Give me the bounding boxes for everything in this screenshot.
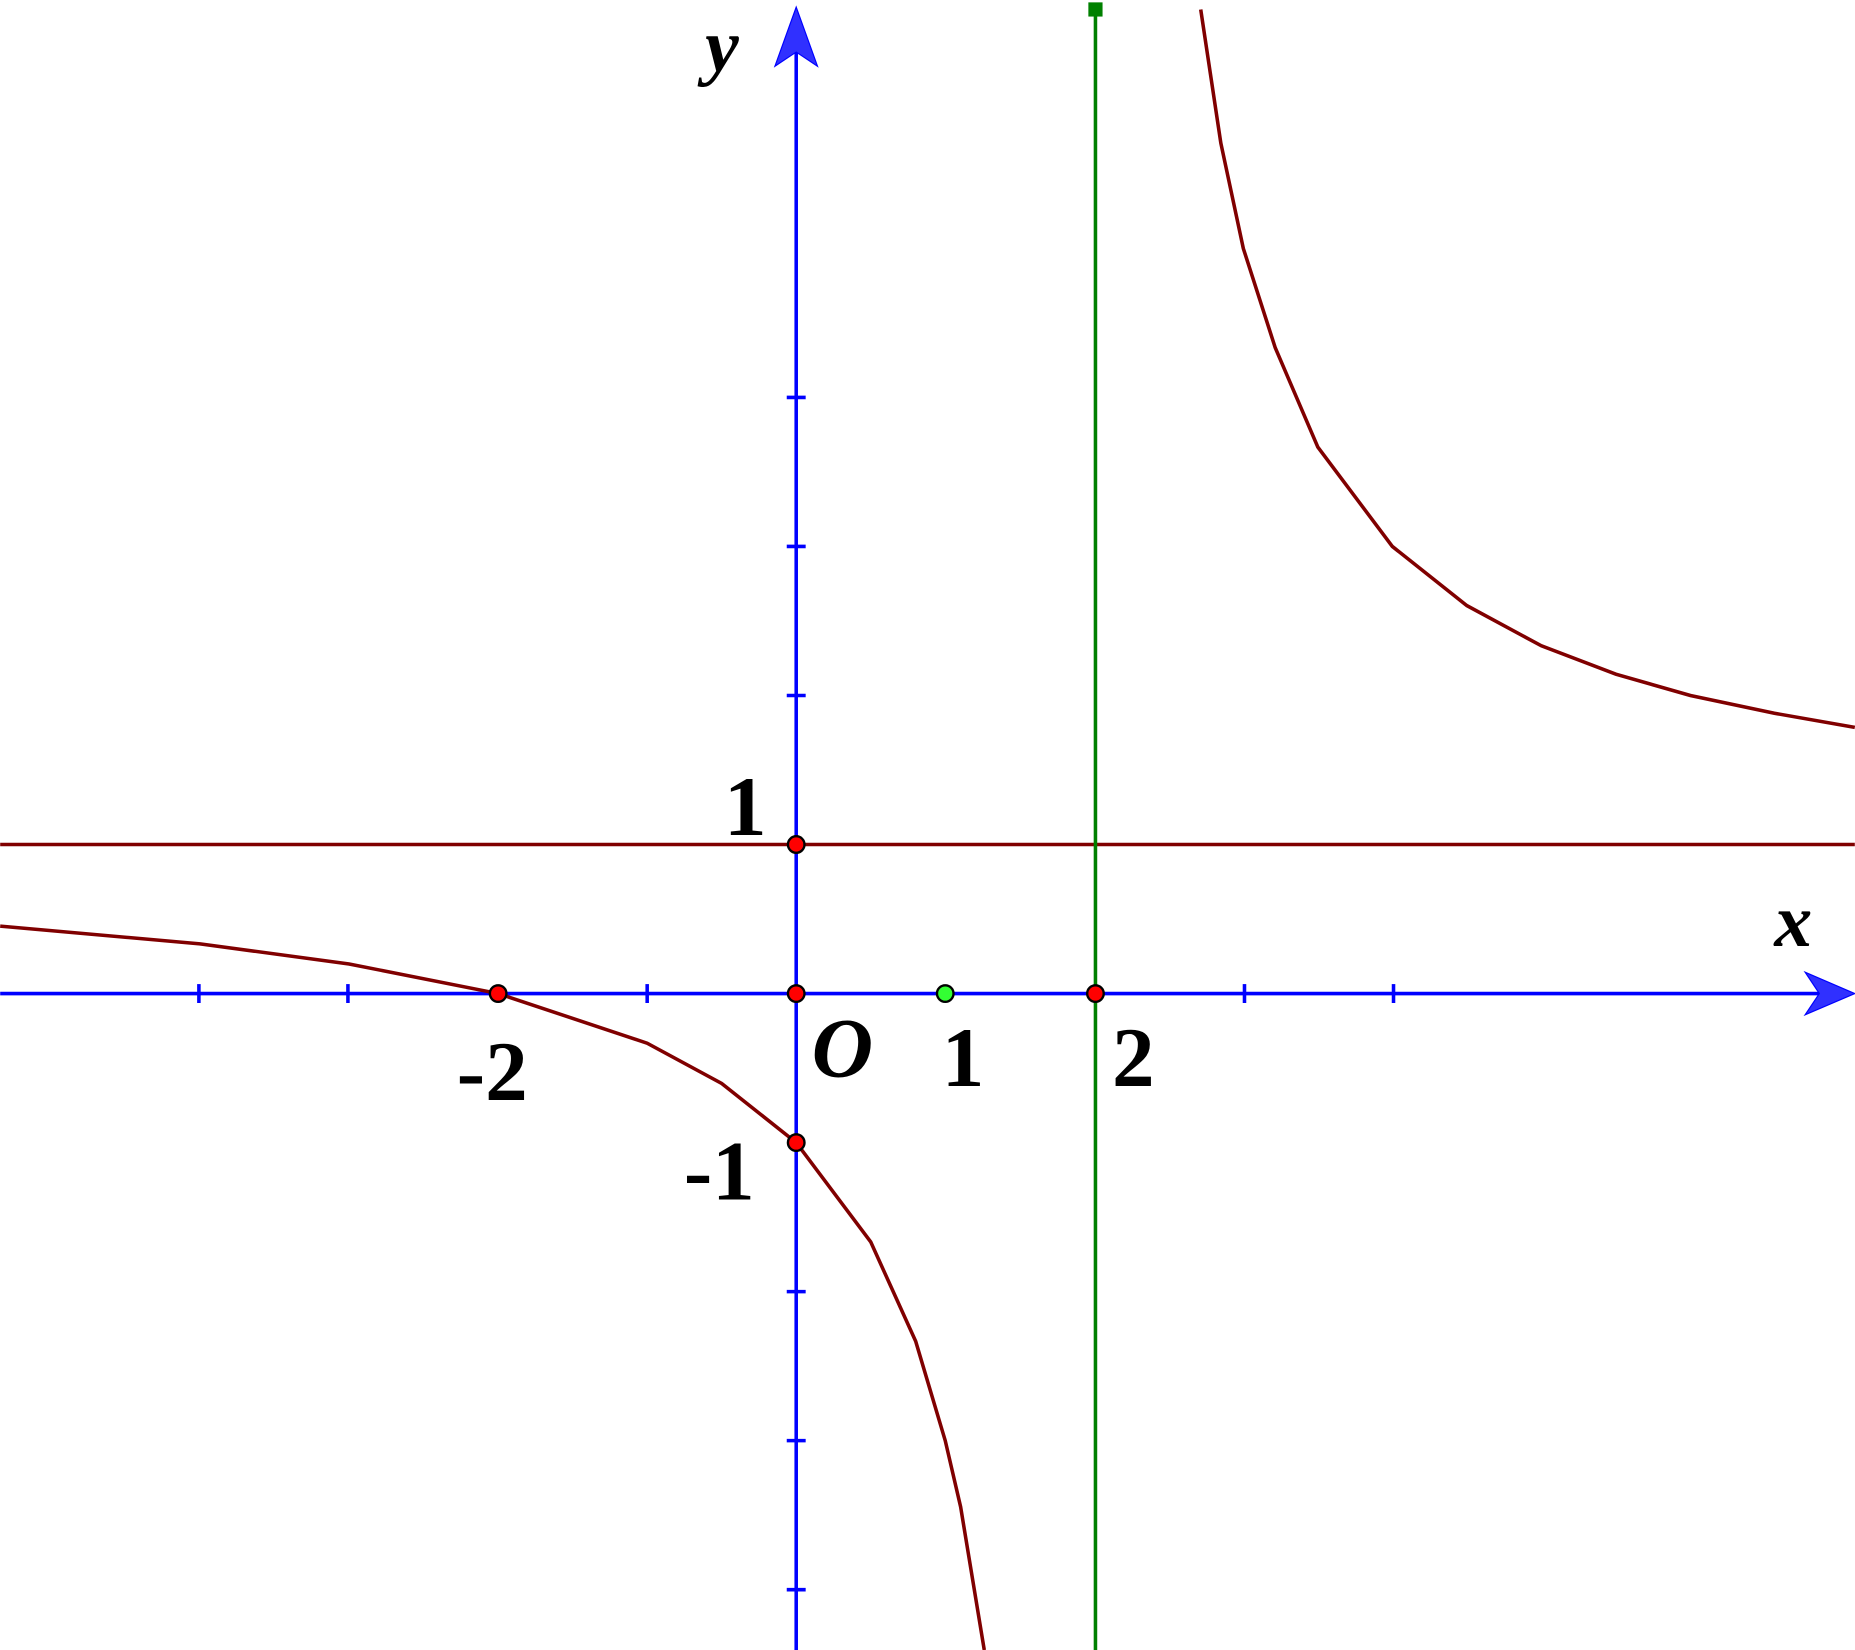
- curve-right-branch: [1198, 9, 1855, 730]
- asymptote-handle: [1088, 2, 1103, 17]
- x-tick-label: 2: [1112, 1011, 1155, 1105]
- y-axis-label: y: [697, 5, 739, 88]
- y-tick-label: -1: [684, 1124, 755, 1218]
- y-tick-label: 1: [724, 760, 767, 854]
- points: [488, 835, 1105, 1153]
- x-arrow: [1803, 970, 1855, 1017]
- ticks: [197, 395, 1396, 1592]
- x-tick-label: 1: [942, 1011, 985, 1105]
- y-arrow: [773, 5, 819, 68]
- x-tick-label: -2: [457, 1025, 528, 1119]
- curve-left-branch: [0, 924, 987, 1650]
- x-axis-label: x: [1773, 880, 1812, 963]
- origin-label: O: [812, 1001, 874, 1095]
